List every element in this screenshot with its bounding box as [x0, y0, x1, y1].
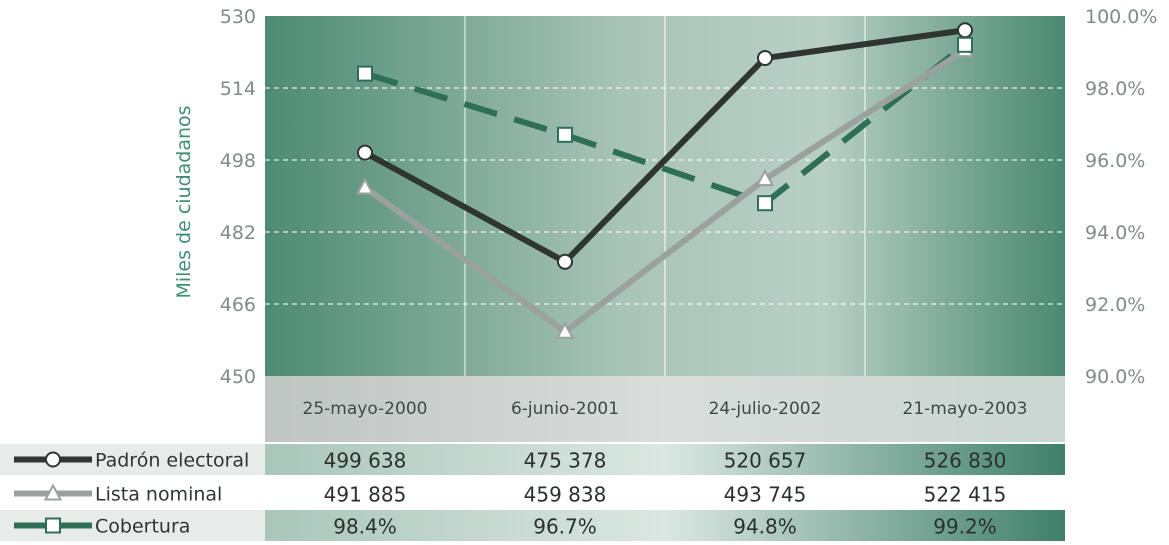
table-cell: 491 885 [324, 483, 407, 507]
table-cell: 94.8% [733, 515, 797, 539]
series-line [363, 27, 966, 265]
legend-marker [45, 517, 61, 534]
legend-marker [43, 483, 63, 501]
table-cell: 493 745 [724, 483, 807, 507]
legend-label: Lista nominal [95, 484, 222, 506]
series-markers [355, 22, 975, 339]
right-tick-label: 98.0% [1085, 78, 1145, 100]
right-tick-label: 94.0% [1085, 222, 1145, 244]
table-row-band [265, 444, 1065, 475]
right-tick-label: 96.0% [1085, 150, 1145, 172]
data-point [957, 36, 973, 53]
category-label: 24-julio-2002 [709, 399, 822, 419]
left-tick-label: 450 [220, 366, 256, 388]
data-point [557, 253, 573, 270]
category-band [265, 376, 1065, 442]
table-cell: 522 415 [924, 483, 1007, 507]
table-cell: 96.7% [533, 515, 597, 539]
table-cell: 526 830 [924, 449, 1007, 473]
right-axis: 100.0% 98.0% 96.0% 94.0% 92.0% 90.0% [1085, 6, 1157, 388]
data-point [557, 126, 573, 143]
right-tick-label: 100.0% [1085, 6, 1157, 28]
data-point [957, 22, 973, 39]
data-point [757, 195, 773, 212]
data-point [355, 177, 375, 195]
category-labels: 25-mayo-2000 6-junio-2001 24-julio-2002 21-… [303, 399, 1028, 419]
left-tick-label: 466 [220, 294, 256, 316]
series-lines [363, 27, 967, 335]
left-axis: 530 514 498 482 466 450 [220, 6, 256, 388]
data-point [755, 169, 775, 187]
data-point [357, 144, 373, 161]
left-tick-label: 530 [220, 6, 256, 28]
series-line [364, 42, 967, 207]
table-cell: 99.2% [933, 515, 997, 539]
right-tick-label: 92.0% [1085, 294, 1145, 316]
legend-label: Padrón electoral [95, 450, 249, 472]
legend-label: Cobertura [95, 516, 190, 538]
series-line [363, 47, 967, 335]
left-tick-label: 498 [220, 150, 256, 172]
legend-marker [45, 451, 61, 468]
data-point [757, 50, 773, 67]
table-cell: 520 657 [724, 449, 807, 473]
data-point [357, 65, 373, 82]
category-label: 6-junio-2001 [511, 399, 619, 419]
table-cell: 459 838 [524, 483, 607, 507]
data-table: Padrón electoral 499 638 475 378 520 657 526… [0, 444, 1065, 541]
table-cell: 499 638 [324, 449, 407, 473]
table-row-band [265, 510, 1065, 541]
right-tick-label: 90.0% [1085, 366, 1145, 388]
table-cell: 98.4% [333, 515, 397, 539]
table-cell: 475 378 [524, 449, 607, 473]
left-tick-label: 514 [220, 78, 256, 100]
category-label: 21-mayo-2003 [903, 399, 1028, 419]
category-label: 25-mayo-2000 [303, 399, 428, 419]
left-tick-label: 482 [220, 222, 256, 244]
y-axis-label: Miles de ciudadanos [173, 105, 195, 298]
data-point [555, 321, 575, 339]
category-dividers [464, 16, 866, 442]
